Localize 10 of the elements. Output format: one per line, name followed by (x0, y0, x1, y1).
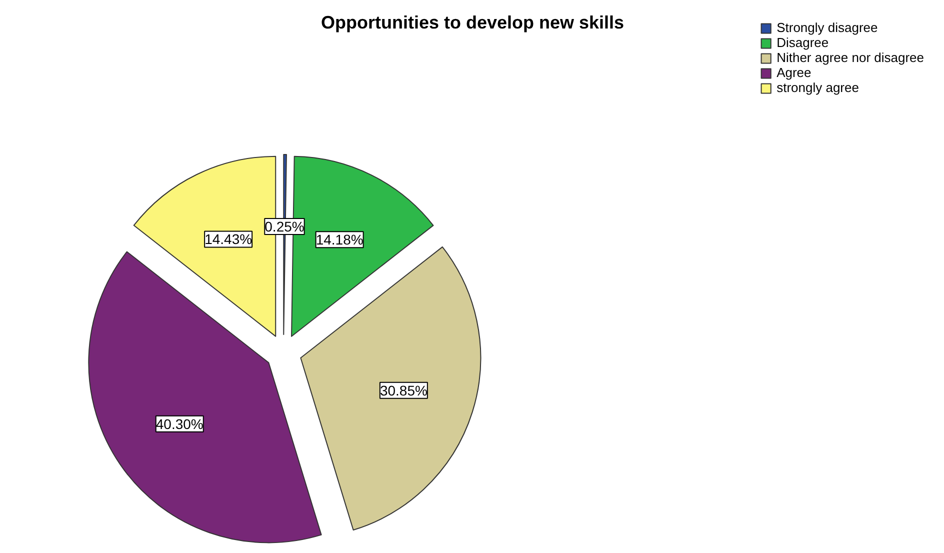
legend-label: Disagree (776, 35, 829, 50)
legend-label: Agree (776, 65, 812, 80)
legend-label: Nither agree nor disagree (776, 50, 924, 65)
data-label: 14.18% (316, 232, 364, 248)
legend-label: strongly agree (776, 80, 859, 95)
data-label: 30.85% (380, 382, 428, 398)
legend-label: Strongly disagree (776, 20, 878, 35)
data-label: 14.43% (204, 231, 252, 248)
data-label: 0.25% (264, 218, 304, 235)
chart-title: Opportunities to develop new skills (320, 12, 624, 32)
